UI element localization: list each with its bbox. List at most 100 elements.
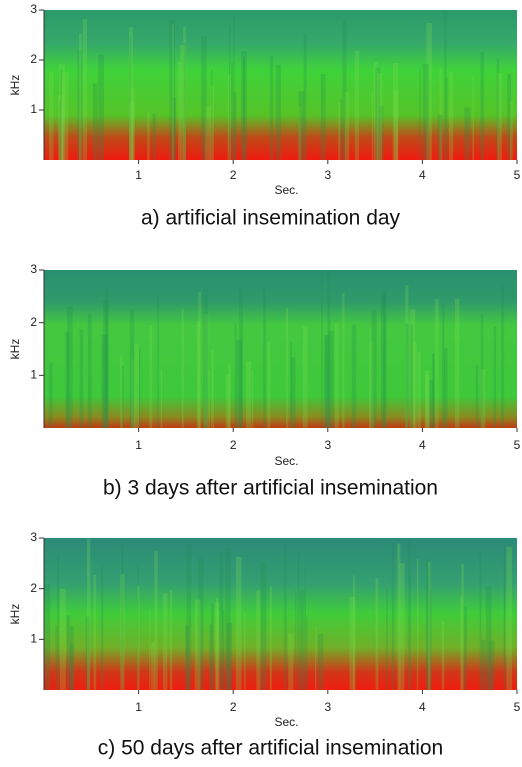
striation [446,77,448,160]
striation [410,324,413,428]
striation [285,307,289,428]
x-axis-label: Sec. [274,454,298,468]
striation [376,73,383,160]
striation [86,538,91,690]
spectrogram [44,270,517,428]
striation [422,63,429,160]
striation [381,293,386,428]
striation [435,299,439,428]
striation [426,22,432,160]
striation [120,574,125,690]
striation [325,336,328,428]
x-tick-label: 4 [419,438,426,452]
striation [295,590,297,690]
striation [78,33,82,160]
striation [131,359,136,428]
striation [60,69,63,160]
striation [227,364,231,428]
striation [371,91,374,160]
striation [234,323,237,428]
striation [297,550,300,690]
striation [427,561,431,690]
striation [480,368,486,428]
striation [288,633,294,690]
striation [298,91,305,160]
striation [485,586,492,690]
striation [61,106,63,160]
caption: c) 50 days after artificial insemination [98,737,444,760]
striation [394,91,399,160]
striation [460,595,463,690]
striation [405,323,409,428]
caption: a) artificial insemination day [141,207,401,230]
y-tick-label: 1 [30,368,37,382]
striation [304,567,306,690]
y-tick-label: 1 [30,102,37,116]
striation [464,107,471,160]
x-tick-label: 5 [514,700,521,714]
striation [105,288,109,428]
striation [315,626,317,690]
striation [214,602,220,690]
y-tick-label: 3 [30,262,37,276]
striation [251,369,254,428]
striation [338,102,341,160]
striation [454,298,460,428]
striation [349,596,356,690]
striation [318,633,324,690]
striation [429,590,432,690]
striation [371,310,377,428]
x-tick-label: 4 [419,168,426,182]
striation [222,610,225,690]
striation [480,313,484,428]
striation [66,306,73,428]
striation [392,63,399,160]
striation [419,68,421,160]
striation [59,588,66,690]
x-tick-label: 1 [135,438,142,452]
y-axis-label: kHz [8,339,22,360]
striation [211,349,214,428]
y-tick-label: 3 [30,530,37,544]
striation [203,289,208,428]
y-tick-label: 3 [30,2,37,16]
striation [219,552,224,690]
striation [149,324,153,428]
y-tick-label: 2 [30,581,37,595]
striation [501,285,505,428]
striation [149,609,151,690]
striation [157,295,159,428]
striation [342,19,347,161]
striation [55,625,58,690]
striation [57,554,60,690]
striation [291,357,296,428]
striation [93,574,97,690]
striation [198,558,204,690]
striation [61,80,63,160]
striation [49,72,54,160]
striation [211,603,214,690]
striation [129,309,135,428]
x-tick-label: 5 [514,168,521,182]
striation [62,72,69,160]
striation [92,83,98,160]
striation [242,56,245,160]
striation [479,550,482,690]
striation [211,70,213,160]
striation [299,590,305,690]
x-tick-label: 1 [135,700,142,714]
striation [444,347,448,428]
x-tick-label: 3 [324,438,331,452]
striation [260,562,267,690]
striation [383,289,387,428]
striation [426,573,428,690]
striation [263,287,266,428]
striation [226,622,233,690]
striation [245,361,252,428]
striation [441,621,445,690]
striation [269,586,272,690]
striation [449,72,454,160]
spectrogram [44,10,517,160]
striation [504,549,506,690]
